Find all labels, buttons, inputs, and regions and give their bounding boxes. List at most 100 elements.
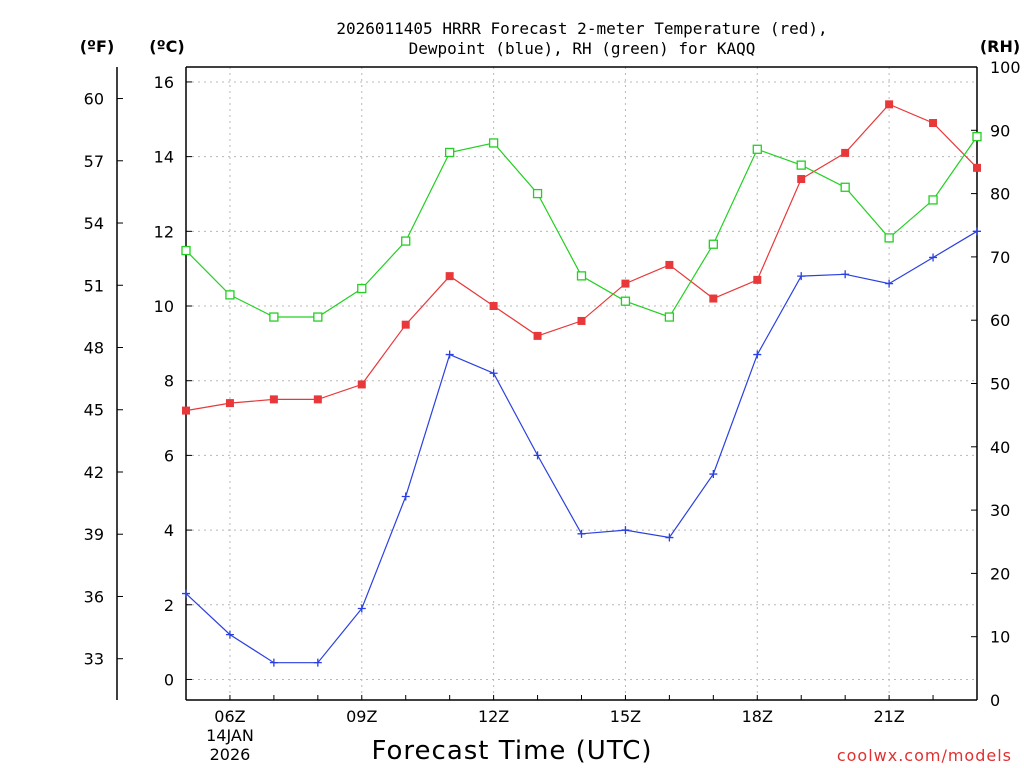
x-tick-label-06Z: 06Z <box>214 707 245 726</box>
c-tick-label-2: 2 <box>164 596 174 615</box>
right-unit-rh: (RH) <box>980 37 1020 56</box>
point-rh-6 <box>225 290 235 300</box>
f-tick-label-57: 57 <box>84 152 104 171</box>
point-dewpoint-11 <box>445 350 454 359</box>
data-series <box>181 100 982 667</box>
point-rh-23 <box>972 131 982 142</box>
point-rh-17 <box>708 239 718 249</box>
point-dewpoint-23 <box>973 227 981 236</box>
rh-tick-label-50: 50 <box>990 375 1010 394</box>
f-tick-label-39: 39 <box>84 525 104 544</box>
point-rh-22 <box>928 195 938 205</box>
point-rh-14 <box>576 271 587 281</box>
point-dewpoint-16 <box>665 533 674 542</box>
x-tick-date-label: 14JAN <box>206 726 254 745</box>
tick-labels: 33 36 39 42 45 48 51 54 57 60 0 2 4 6 8 10 12 14 16 0 10 20 30… <box>84 58 1021 764</box>
point-rh-7 <box>269 312 279 322</box>
point-2-meter-temperature-5 <box>182 406 190 415</box>
series-line-rh <box>185 136 978 318</box>
point-dewpoint-6 <box>225 630 234 639</box>
point-dewpoint-19 <box>797 272 806 281</box>
f-tick-label-54: 54 <box>84 214 104 233</box>
point-dewpoint-12 <box>489 369 498 378</box>
f-tick-label-51: 51 <box>84 276 104 295</box>
point-dewpoint-5 <box>182 589 190 598</box>
point-2-meter-temperature-10 <box>401 320 410 329</box>
site-credit[interactable]: coolwx.com/models <box>837 746 1012 765</box>
rh-tick-label-10: 10 <box>990 628 1010 647</box>
rh-tick-label-60: 60 <box>990 311 1010 330</box>
series-line-2-meter-temperature <box>185 103 978 412</box>
c-tick-label-0: 0 <box>164 670 174 689</box>
x-tick-label-21Z: 21Z <box>873 707 904 726</box>
point-dewpoint-21 <box>885 279 894 288</box>
rh-tick-label-40: 40 <box>990 438 1010 457</box>
grid-lines <box>186 67 977 700</box>
axes <box>116 66 978 701</box>
point-dewpoint-13 <box>533 451 542 460</box>
point-dewpoint-8 <box>313 658 322 667</box>
point-rh-18 <box>752 144 762 154</box>
point-dewpoint-7 <box>269 658 278 667</box>
c-tick-label-8: 8 <box>164 372 174 391</box>
point-rh-15 <box>620 296 631 306</box>
point-rh-13 <box>532 188 543 199</box>
point-2-meter-temperature-12 <box>489 302 498 311</box>
x-tick-label-18Z: 18Z <box>742 707 773 726</box>
f-tick-label-60: 60 <box>84 90 104 109</box>
point-rh-11 <box>445 147 455 158</box>
point-2-meter-temperature-6 <box>225 399 234 408</box>
point-2-meter-temperature-20 <box>841 148 850 157</box>
point-2-meter-temperature-23 <box>973 163 981 172</box>
c-tick-label-10: 10 <box>154 297 174 316</box>
chart-title-line2: Dewpoint (blue), RH (green) for KAQQ <box>409 39 756 58</box>
point-2-meter-temperature-22 <box>929 119 938 128</box>
series-rh <box>181 131 982 322</box>
point-dewpoint-9 <box>357 604 366 613</box>
point-2-meter-temperature-11 <box>445 272 454 281</box>
c-tick-label-6: 6 <box>164 446 174 465</box>
f-tick-label-42: 42 <box>84 463 104 482</box>
point-2-meter-temperature-7 <box>269 395 278 404</box>
left-unit-celsius: (ºC) <box>149 37 184 56</box>
point-rh-8 <box>313 312 323 322</box>
point-rh-20 <box>840 182 850 192</box>
f-tick-label-33: 33 <box>84 650 104 669</box>
point-rh-9 <box>357 283 367 294</box>
point-rh-21 <box>884 233 894 243</box>
left-unit-fahrenheit: (ºF) <box>80 37 115 56</box>
point-2-meter-temperature-13 <box>533 331 542 340</box>
point-2-meter-temperature-16 <box>665 260 674 269</box>
series-2-meter-temperature <box>182 100 981 415</box>
series-line-dewpoint <box>185 230 978 664</box>
rh-tick-label-0: 0 <box>990 691 1000 710</box>
x-tick-year-label: 2026 <box>210 745 251 764</box>
chart-title-line1: 2026011405 HRRR Forecast 2-meter Tempera… <box>336 19 827 38</box>
point-2-meter-temperature-18 <box>753 275 762 284</box>
point-dewpoint-22 <box>929 253 938 262</box>
point-2-meter-temperature-14 <box>577 316 586 325</box>
point-2-meter-temperature-15 <box>621 279 630 288</box>
x-axis-label: Forecast Time (UTC) <box>371 736 652 766</box>
point-rh-16 <box>664 312 675 322</box>
point-2-meter-temperature-21 <box>885 100 894 109</box>
point-dewpoint-14 <box>577 529 586 538</box>
rh-tick-label-30: 30 <box>990 501 1010 520</box>
point-dewpoint-17 <box>709 470 718 479</box>
rh-tick-label-70: 70 <box>990 248 1010 267</box>
point-rh-10 <box>401 236 411 246</box>
rh-tick-label-100: 100 <box>990 58 1021 77</box>
point-2-meter-temperature-19 <box>797 175 806 184</box>
c-tick-label-16: 16 <box>154 73 174 92</box>
f-tick-label-45: 45 <box>84 401 104 420</box>
x-tick-label-12Z: 12Z <box>478 707 509 726</box>
point-2-meter-temperature-17 <box>709 294 718 303</box>
c-tick-label-12: 12 <box>154 222 174 241</box>
x-tick-label-15Z: 15Z <box>610 707 641 726</box>
f-tick-label-48: 48 <box>84 339 104 358</box>
point-dewpoint-10 <box>401 492 410 501</box>
point-dewpoint-15 <box>621 526 630 535</box>
c-tick-label-14: 14 <box>154 148 174 167</box>
point-2-meter-temperature-9 <box>357 380 366 389</box>
